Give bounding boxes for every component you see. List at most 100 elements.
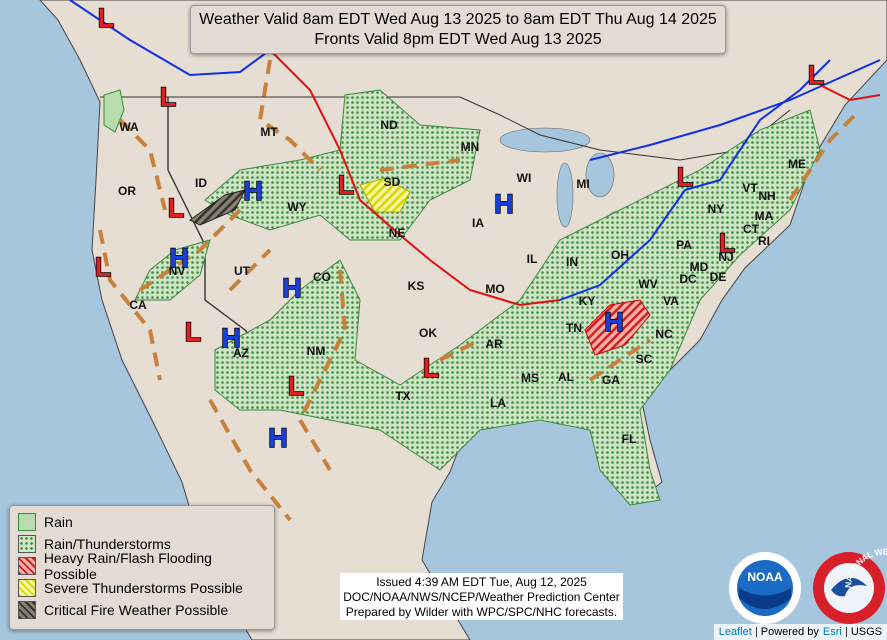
state-label: WY	[287, 200, 306, 214]
legend: Rain Rain/Thunderstorms Heavy Rain/Flash…	[9, 505, 275, 630]
legend-swatch	[18, 513, 36, 531]
fronts	[69, 0, 881, 307]
pressure-center: H	[494, 189, 514, 219]
attribution-text: USGS	[850, 626, 882, 638]
state-label: KS	[408, 279, 425, 293]
state-label: AZ	[233, 346, 249, 360]
state-label: IL	[527, 252, 538, 266]
logos: NOAA NATIONAL WEATHER SERVICE	[729, 548, 887, 624]
legend-label: Severe Thunderstorms Possible	[44, 580, 243, 596]
noaa-wave	[739, 588, 791, 609]
attribution-text: Powered by	[760, 626, 819, 638]
state-label: AL	[558, 370, 574, 384]
pressure-center: H	[604, 307, 624, 337]
pressure-center: H	[169, 243, 189, 273]
state-label: ME	[788, 157, 806, 171]
state-label: NM	[307, 344, 326, 358]
state-label: MD	[690, 260, 709, 274]
state-label: FL	[622, 432, 637, 446]
state-label: WI	[517, 171, 532, 185]
state-label: ID	[195, 176, 207, 190]
legend-label: Rain	[44, 514, 73, 530]
pressure-center: L	[160, 82, 177, 112]
pressure-center: H	[282, 273, 302, 303]
state-label: LA	[490, 396, 506, 410]
state-label: VA	[663, 294, 679, 308]
attribution: Leaflet Powered by Esri USGS	[713, 624, 887, 640]
pressure-center: L	[338, 170, 355, 200]
state-label: WV	[638, 277, 657, 291]
pressure-center: H	[243, 176, 263, 206]
state-label: NE	[389, 226, 406, 240]
state-label: GA	[602, 373, 620, 387]
legend-label: Critical Fire Weather Possible	[44, 602, 229, 618]
state-label: MS	[521, 371, 539, 385]
state-label: MO	[485, 282, 504, 296]
title-line: Fronts Valid 8pm EDT Wed Aug 13 2025	[314, 31, 602, 48]
state-label: MN	[461, 140, 480, 154]
precip	[103, 89, 821, 506]
state-label: NV	[169, 264, 186, 278]
state-label: NY	[708, 202, 725, 216]
issued-line: Issued 4:39 AM EDT Tue, Aug 12, 2025	[376, 575, 587, 589]
nws-cloud	[831, 577, 867, 597]
state-label: RI	[758, 234, 770, 248]
state-label: IA	[472, 216, 484, 230]
state-label: MI	[576, 177, 589, 191]
title-box: Weather Valid 8am EDT Wed Aug 13 2025 to…	[190, 5, 726, 54]
state-label: TX	[395, 389, 410, 403]
state-label: UT	[234, 264, 251, 278]
separator	[755, 627, 757, 637]
state-label: OH	[611, 248, 629, 262]
legend-item: Rain/Thunderstorms	[18, 533, 266, 555]
state-label: DC	[679, 272, 697, 286]
state-label: CT	[743, 222, 760, 236]
pressure-center: L	[423, 353, 440, 383]
state-label: OK	[419, 326, 437, 340]
legend-label: Rain/Thunderstorms	[44, 536, 171, 552]
pressure-center: L	[185, 317, 202, 347]
state-label: MT	[260, 125, 278, 139]
state-label: NJ	[718, 250, 733, 264]
legend-item: Critical Fire Weather Possible	[18, 599, 266, 621]
legend-swatch	[18, 601, 36, 619]
pressure-center: H	[268, 423, 288, 453]
pressure-center: L	[677, 162, 694, 192]
legend-label: Heavy Rain/Flash Flooding Possible	[43, 550, 212, 582]
state-label: CO	[313, 270, 331, 284]
issued-line: DOC/NOAA/NWS/NCEP/Weather Prediction Cen…	[343, 590, 620, 604]
pressure-center: L	[808, 60, 825, 90]
pressure-center: H	[221, 323, 241, 353]
state-label: VT	[742, 181, 758, 195]
issued-line: Prepared by Wilder with WPC/SPC/NHC fore…	[345, 605, 618, 619]
pressure-center: L	[98, 3, 115, 33]
state-label: SD	[384, 175, 401, 189]
pressure-center: L	[168, 193, 185, 223]
state-label: KY	[579, 294, 596, 308]
state-label: NC	[655, 327, 673, 341]
state-label: SC	[636, 352, 653, 366]
state-label: ND	[380, 118, 398, 132]
pressure-center: L	[719, 228, 736, 258]
pressure-center: L	[288, 371, 305, 401]
noaa-text: NOAA	[747, 570, 783, 584]
attribution-link[interactable]: Esri	[822, 626, 842, 638]
state-label: CA	[129, 298, 147, 312]
legend-swatch	[18, 557, 36, 575]
troughs	[98, 59, 862, 522]
state-label: MA	[755, 209, 774, 223]
state-label: AR	[485, 337, 503, 351]
state-label: PA	[676, 238, 692, 252]
state-label: NH	[758, 189, 775, 203]
state-label: TN	[566, 321, 582, 335]
separator	[845, 627, 847, 637]
legend-swatch	[18, 535, 36, 553]
state-label: IN	[566, 255, 578, 269]
issued-box: Issued 4:39 AM EDT Tue, Aug 12, 2025 DOC…	[340, 573, 623, 620]
attribution-link[interactable]: Leaflet	[718, 626, 752, 638]
state-label: OR	[118, 184, 136, 198]
legend-swatch	[18, 579, 36, 597]
legend-item: Rain	[18, 511, 266, 533]
title-line: Weather Valid 8am EDT Wed Aug 13 2025 to…	[199, 11, 717, 28]
